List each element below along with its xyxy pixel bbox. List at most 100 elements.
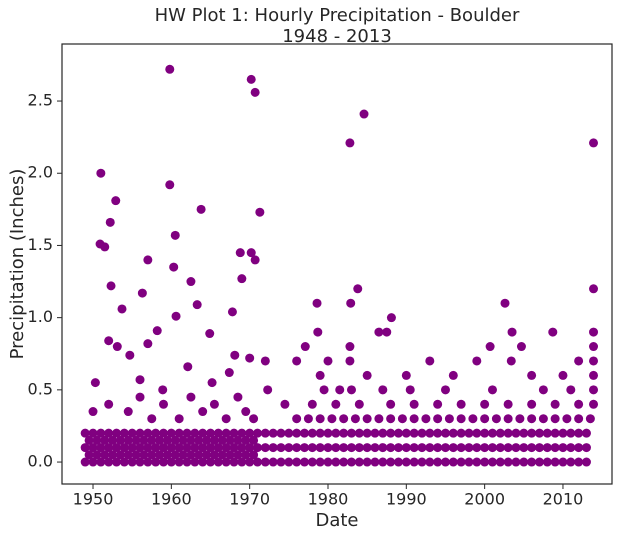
data-point xyxy=(589,284,599,294)
data-point xyxy=(249,450,259,460)
data-point xyxy=(209,435,219,445)
data-point xyxy=(115,450,125,460)
data-point xyxy=(485,342,495,352)
data-point xyxy=(440,428,450,438)
data-point xyxy=(589,385,599,395)
data-point xyxy=(534,428,544,438)
data-point xyxy=(339,457,349,467)
data-point xyxy=(487,385,497,395)
data-point xyxy=(472,443,482,453)
data-point xyxy=(213,428,223,438)
data-point xyxy=(585,414,595,424)
data-point xyxy=(123,435,133,445)
data-point xyxy=(166,443,176,453)
data-point xyxy=(196,204,206,214)
data-point xyxy=(456,428,466,438)
data-point xyxy=(538,385,548,395)
data-point xyxy=(80,457,90,467)
data-point xyxy=(574,356,584,366)
data-point xyxy=(401,370,411,380)
data-point xyxy=(260,457,270,467)
data-point xyxy=(378,457,388,467)
data-point xyxy=(409,428,419,438)
data-point xyxy=(495,443,505,453)
data-point xyxy=(125,350,135,360)
data-point xyxy=(527,399,537,409)
data-point xyxy=(464,443,474,453)
data-point xyxy=(186,392,196,402)
chart-subtitle: 1948 - 2013 xyxy=(282,26,392,47)
data-point xyxy=(511,428,521,438)
data-point xyxy=(96,443,106,453)
data-point xyxy=(393,443,403,453)
data-point xyxy=(558,443,568,453)
data-point xyxy=(119,428,129,438)
data-point xyxy=(542,457,552,467)
data-point xyxy=(589,356,599,366)
data-point xyxy=(147,450,157,460)
data-point xyxy=(158,385,168,395)
data-point xyxy=(100,435,110,445)
data-point xyxy=(495,457,505,467)
data-point xyxy=(112,457,122,467)
data-point xyxy=(104,336,114,346)
data-point xyxy=(515,414,525,424)
data-point xyxy=(241,450,251,460)
data-point xyxy=(276,428,286,438)
data-point xyxy=(417,428,427,438)
data-point xyxy=(319,385,329,395)
data-point xyxy=(245,428,255,438)
data-point xyxy=(206,457,216,467)
data-point xyxy=(339,414,349,424)
data-point xyxy=(131,450,141,460)
data-point xyxy=(135,375,145,385)
data-point xyxy=(80,443,90,453)
data-point xyxy=(96,168,106,178)
data-point xyxy=(456,399,466,409)
data-point xyxy=(151,443,161,453)
data-point xyxy=(362,414,372,424)
data-point xyxy=(88,443,98,453)
data-point xyxy=(362,443,372,453)
data-point xyxy=(409,414,419,424)
data-point xyxy=(589,138,599,148)
data-point xyxy=(370,457,380,467)
data-point xyxy=(331,428,341,438)
data-point xyxy=(370,428,380,438)
data-point xyxy=(566,443,576,453)
data-point xyxy=(339,428,349,438)
data-point xyxy=(401,428,411,438)
data-point xyxy=(299,443,309,453)
data-point xyxy=(456,414,466,424)
data-point xyxy=(137,288,147,298)
data-point xyxy=(127,457,137,467)
data-point xyxy=(100,450,110,460)
data-point xyxy=(186,450,196,460)
data-point xyxy=(307,443,317,453)
data-point xyxy=(503,399,513,409)
data-point xyxy=(92,435,102,445)
data-point xyxy=(464,428,474,438)
data-point xyxy=(354,457,364,467)
data-point xyxy=(249,435,259,445)
data-point xyxy=(506,356,516,366)
data-point xyxy=(90,378,100,388)
data-point xyxy=(315,428,325,438)
data-point xyxy=(221,428,231,438)
data-point xyxy=(152,326,162,336)
data-point xyxy=(503,457,513,467)
data-point xyxy=(370,443,380,453)
data-point xyxy=(229,457,239,467)
data-point xyxy=(378,428,388,438)
data-point xyxy=(386,457,396,467)
data-point xyxy=(139,435,149,445)
data-point xyxy=(386,313,396,323)
data-point xyxy=(292,428,302,438)
data-point xyxy=(252,428,262,438)
data-point xyxy=(139,450,149,460)
data-point xyxy=(166,457,176,467)
x-tick-label: 1970 xyxy=(229,490,270,509)
data-point xyxy=(112,443,122,453)
data-point xyxy=(464,457,474,467)
data-point xyxy=(88,407,98,417)
